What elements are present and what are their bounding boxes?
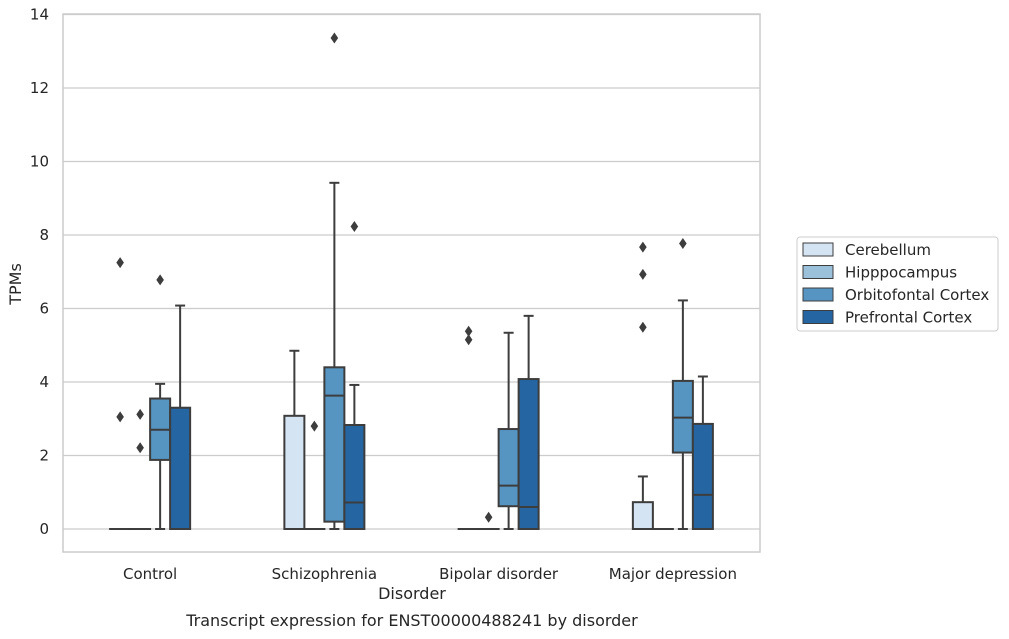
x-tick-label: Control: [123, 565, 177, 583]
box-hipppocampus: [303, 420, 326, 531]
y-tick-label: 0: [39, 520, 49, 538]
box: [631, 501, 654, 530]
box-orbitofontal-cortex: [497, 331, 520, 530]
box-cerebellum: [631, 241, 654, 530]
y-tick-label: 14: [30, 6, 49, 24]
box: [323, 366, 346, 523]
box-cerebellum: [457, 325, 480, 531]
boxes: [109, 32, 714, 531]
legend-label: Hipppocampus: [845, 264, 957, 282]
legend-swatch: [802, 242, 834, 257]
y-tick-label: 10: [30, 153, 49, 171]
outlier-point: [156, 274, 164, 286]
legend-swatch: [802, 287, 834, 302]
x-axis-label: Disorder: [378, 584, 446, 603]
box-hipppocampus: [129, 408, 152, 531]
outlier-point: [639, 321, 647, 333]
box-hipppocampus: [477, 511, 500, 531]
chart-title: Transcript expression for ENST0000048824…: [185, 611, 638, 630]
box: [169, 406, 192, 531]
box-prefrontal-cortex: [343, 221, 366, 530]
legend-swatch: [802, 265, 834, 279]
legend-label: Prefrontal Cortex: [845, 309, 972, 327]
box-cerebellum: [109, 257, 132, 531]
outlier-point: [639, 268, 647, 280]
box-orbitofontal-cortex: [149, 274, 172, 530]
outlier-point: [310, 420, 319, 432]
outlier-point: [639, 241, 647, 253]
box: [283, 414, 306, 530]
box: [517, 378, 540, 530]
outlier-point: [679, 237, 687, 249]
legend-label: Cerebellum: [845, 241, 931, 259]
y-tick-label: 8: [39, 226, 49, 244]
box-prefrontal-cortex: [691, 375, 714, 530]
outlier-point: [350, 221, 359, 233]
outlier-point: [484, 511, 493, 523]
y-axis: 0 2 4 6 8 10 12 14: [30, 6, 49, 539]
legend-label: Orbitofontal Cortex: [845, 286, 989, 304]
outlier-point: [116, 411, 124, 423]
box-orbitofontal-cortex: [323, 32, 346, 530]
box-prefrontal-cortex: [517, 314, 540, 530]
box-cerebellum: [283, 349, 306, 530]
y-tick-label: 6: [39, 300, 49, 318]
x-tick-label: Major depression: [609, 565, 737, 583]
outlier-point: [136, 442, 144, 454]
y-axis-label: TPMs: [6, 263, 25, 306]
outlier-point: [464, 325, 473, 337]
x-axis: Control Schizophrenia Bipolar disorder Majo…: [123, 565, 737, 583]
legend-swatch: [802, 310, 834, 324]
plot-frame: [62, 13, 761, 553]
outlier-point: [330, 32, 339, 44]
box: [691, 422, 714, 530]
outlier-point: [116, 257, 124, 269]
legend: Cerebellum Hipppocampus Orbitofontal Corte…: [796, 236, 999, 332]
y-tick-label: 4: [39, 373, 49, 391]
box-orbitofontal-cortex: [671, 237, 694, 530]
box: [497, 428, 520, 508]
outlier-point: [136, 408, 144, 420]
box-prefrontal-cortex: [169, 304, 192, 531]
outlier-point: [464, 334, 473, 346]
y-tick-label: 12: [30, 79, 49, 97]
legend-frame: [796, 236, 999, 332]
box: [343, 423, 366, 530]
y-tick-label: 2: [39, 447, 49, 465]
x-tick-label: Bipolar disorder: [439, 565, 559, 583]
x-tick-label: Schizophrenia: [272, 565, 377, 583]
